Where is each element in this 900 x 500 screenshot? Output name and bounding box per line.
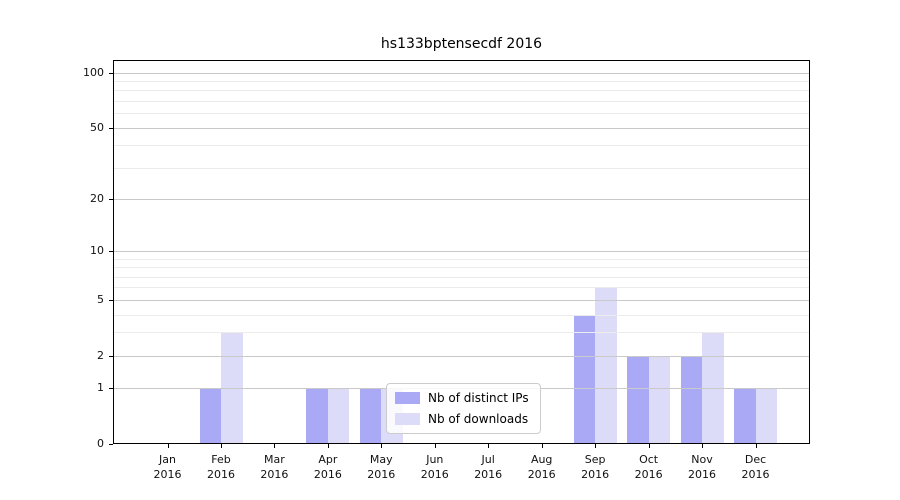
minor-gridline	[114, 80, 809, 82]
x-tick-label: Oct 2016	[634, 453, 663, 481]
bar-nb-of-distinct-ips-dec	[734, 388, 756, 444]
y-tick-mark	[109, 299, 113, 301]
x-tick-mark	[274, 444, 276, 448]
y-tick-mark	[109, 127, 113, 129]
legend-item-distinct-ips: Nb of distinct IPs	[395, 390, 532, 406]
x-tick-mark	[755, 444, 757, 448]
minor-gridline	[114, 276, 809, 278]
y-tick-label: 50	[90, 120, 104, 134]
minor-gridline	[114, 90, 809, 92]
x-tick-label: Sep 2016	[581, 453, 610, 481]
minor-gridline	[114, 258, 809, 260]
legend-label-downloads: Nb of downloads	[428, 412, 529, 426]
major-gridline	[114, 355, 809, 357]
minor-gridline	[114, 314, 809, 316]
y-tick-label: 100	[83, 65, 104, 79]
bar-nb-of-distinct-ips-nov	[680, 355, 702, 444]
x-tick-label: Aug 2016	[527, 453, 556, 481]
x-tick-mark	[434, 444, 436, 448]
x-tick-label: Mar 2016	[260, 453, 289, 481]
minor-gridline	[114, 332, 809, 334]
y-tick-mark	[109, 251, 113, 252]
legend: Nb of distinct IPs Nb of downloads	[386, 383, 541, 434]
x-tick-label: Feb 2016	[207, 453, 235, 481]
bar-nb-of-downloads-sep	[595, 287, 617, 444]
y-tick-label: 20	[90, 191, 104, 205]
x-tick-label: Jan 2016	[153, 453, 182, 481]
bar-nb-of-downloads-oct	[648, 355, 671, 444]
major-gridline	[114, 127, 809, 129]
x-tick-mark	[541, 444, 543, 448]
y-tick-mark	[109, 198, 113, 200]
x-tick-mark	[595, 444, 597, 448]
y-tick-label: 1	[97, 381, 104, 395]
y-tick-mark	[109, 72, 113, 74]
y-tick-label: 10	[90, 244, 104, 257]
minor-gridline	[114, 100, 809, 102]
y-tick-mark	[109, 355, 113, 357]
minor-gridline	[114, 287, 809, 289]
x-tick-label: Jul 2016	[474, 453, 503, 481]
x-tick-label: Nov 2016	[688, 453, 716, 481]
minor-gridline	[114, 167, 809, 169]
bar-nb-of-distinct-ips-sep	[573, 314, 596, 444]
x-tick-mark	[648, 444, 650, 448]
x-tick-label: Jun 2016	[420, 453, 449, 481]
bar-nb-of-distinct-ips-oct	[627, 355, 649, 444]
x-tick-mark	[381, 444, 383, 448]
x-tick-label: Apr 2016	[313, 453, 342, 481]
bar-nb-of-downloads-dec	[755, 388, 777, 444]
bar-nb-of-distinct-ips-feb	[199, 388, 221, 444]
y-tick-mark	[109, 444, 113, 445]
x-tick-mark	[702, 444, 703, 448]
chart-title: hs133bptensecdf 2016	[380, 36, 543, 52]
y-tick-label: 5	[97, 292, 104, 306]
bar-nb-of-distinct-ips-apr	[306, 388, 328, 444]
x-tick-label: May 2016	[367, 453, 396, 481]
major-gridline	[114, 198, 809, 200]
x-tick-mark	[167, 444, 169, 448]
major-gridline	[114, 299, 809, 301]
x-tick-mark	[327, 444, 329, 448]
minor-gridline	[114, 113, 809, 115]
x-tick-label: Dec 2016	[741, 453, 770, 481]
bar-nb-of-downloads-apr	[327, 388, 350, 444]
x-tick-mark	[221, 444, 222, 448]
minor-gridline	[114, 145, 809, 147]
downloads-swatch-icon	[395, 413, 420, 425]
major-gridline	[114, 251, 809, 252]
y-tick-label: 2	[97, 348, 104, 362]
legend-item-downloads: Nb of downloads	[395, 411, 532, 427]
major-gridline	[114, 72, 809, 74]
legend-label-distinct-ips: Nb of distinct IPs	[428, 391, 529, 405]
y-tick-mark	[109, 388, 113, 390]
y-tick-label: 0	[97, 437, 104, 450]
bar-nb-of-distinct-ips-may	[359, 388, 382, 444]
x-tick-mark	[488, 444, 490, 448]
minor-gridline	[114, 267, 809, 269]
distinct-ips-swatch-icon	[395, 392, 420, 404]
